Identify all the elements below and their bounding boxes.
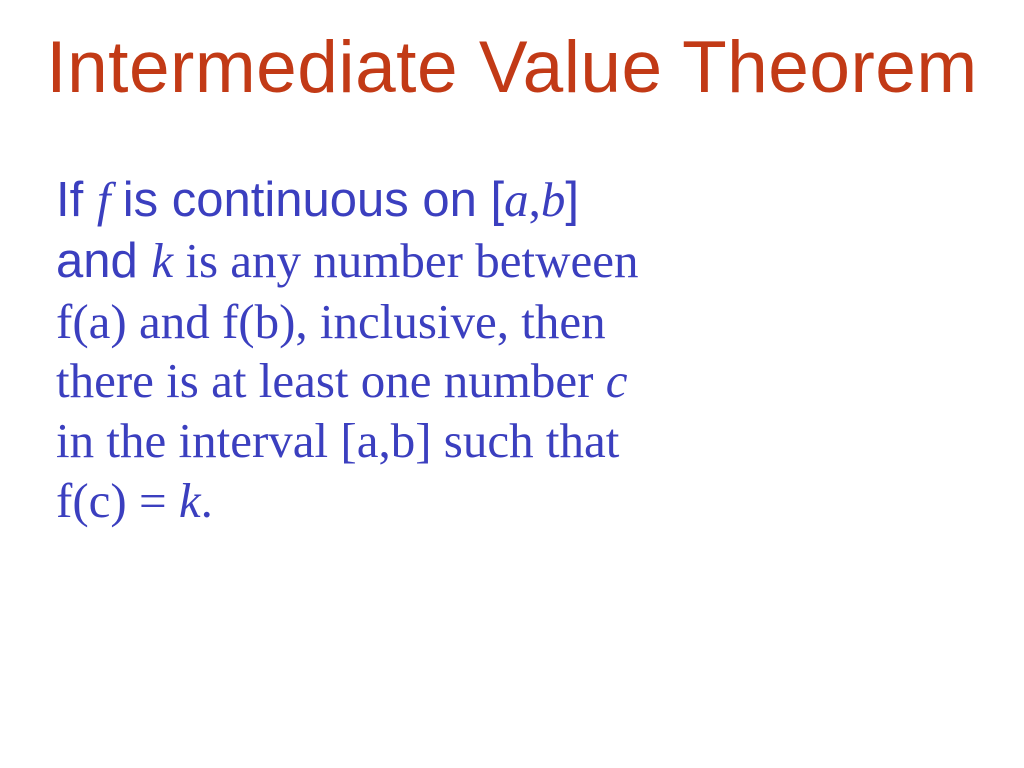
text-between: is any number between bbox=[185, 233, 638, 288]
theorem-body: If f is continuous on [a,b] and k is any… bbox=[56, 170, 776, 531]
line-3: f(a) and f(b), inclusive, then bbox=[56, 292, 776, 352]
text-if: If bbox=[56, 173, 97, 227]
var-k2: k bbox=[179, 473, 201, 528]
line-6: f(c) = k. bbox=[56, 471, 776, 531]
bracket-open: [ bbox=[490, 173, 504, 227]
var-c: c bbox=[606, 353, 628, 408]
bracket-close: ] bbox=[565, 173, 579, 227]
line-4: there is at least one number c bbox=[56, 351, 776, 411]
text-atleast: there is at least one number bbox=[56, 353, 606, 408]
comma: , bbox=[529, 172, 541, 227]
var-b: b bbox=[541, 172, 566, 227]
line-1: If f is continuous on [a,b] bbox=[56, 170, 776, 231]
var-f: f bbox=[97, 172, 123, 227]
var-k: k bbox=[151, 233, 185, 288]
text-and: and bbox=[56, 234, 151, 288]
text-cont: is continuous on bbox=[123, 173, 491, 227]
text-fc: f(c) = bbox=[56, 473, 179, 528]
slide-title: Intermediate Value Theorem bbox=[0, 26, 1024, 109]
var-a: a bbox=[504, 172, 529, 227]
line-2: and k is any number between bbox=[56, 231, 776, 292]
text-period: . bbox=[201, 473, 213, 528]
line-5: in the interval [a,b] such that bbox=[56, 411, 776, 471]
slide: Intermediate Value Theorem If f is conti… bbox=[0, 0, 1024, 768]
